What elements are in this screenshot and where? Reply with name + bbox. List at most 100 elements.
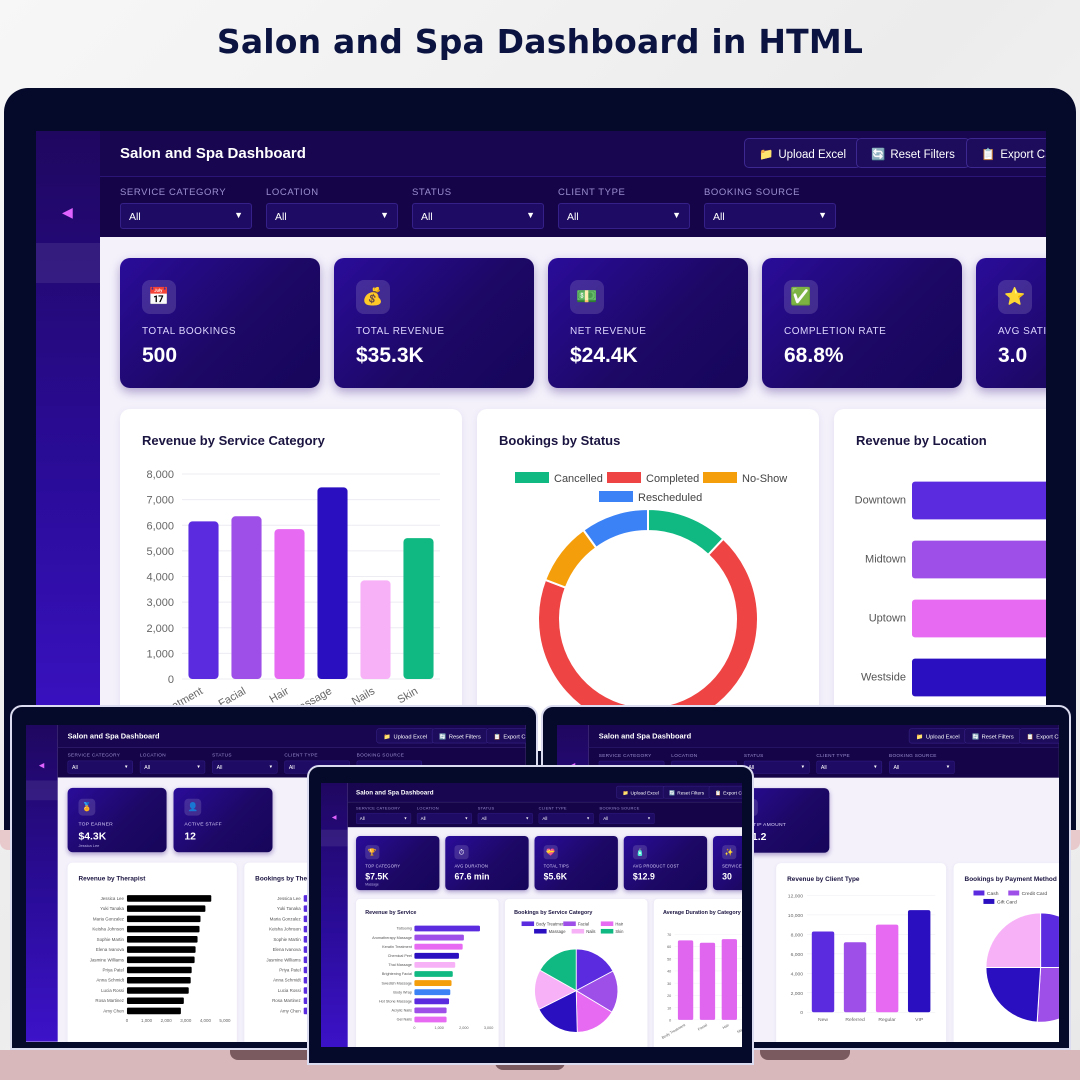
- filter-select[interactable]: All ▼: [266, 203, 398, 229]
- filter-select[interactable]: All ▼: [416, 813, 472, 824]
- y-tick-label: Jessica Lee: [277, 896, 301, 901]
- filter-select[interactable]: All ▼: [212, 760, 278, 774]
- chart-card: Bookings by Service Category Body Treatme…: [504, 898, 648, 1047]
- filter-select[interactable]: All ▼: [704, 203, 836, 229]
- legend-swatch: [983, 898, 995, 904]
- laptop-screen: ◀ Salon and Spa Dashboard 📁 Upload Excel 🔄 Re…: [36, 131, 1046, 751]
- collapse-arrow-icon[interactable]: ◀: [331, 813, 337, 821]
- reset-filters-button[interactable]: 🔄 Reset Filters: [964, 728, 1022, 744]
- bar: [414, 1007, 447, 1014]
- bar: [414, 934, 464, 941]
- bar: [126, 987, 189, 994]
- upload-excel-button[interactable]: 📁 Upload Excel: [744, 138, 862, 168]
- services-icon: ✨: [722, 845, 737, 860]
- legend-label: Facial: [578, 922, 589, 927]
- center-laptop-frame: ◀ Salon and Spa Dashboard 📁 Upload Excel 🔄 Re…: [307, 765, 754, 1065]
- calendar-icon: 📅: [142, 280, 176, 314]
- bar: [811, 931, 835, 1013]
- upload-excel-button[interactable]: 📁 Upload Excel: [908, 728, 968, 744]
- top-bar: Salon and Spa Dashboard 📁 Upload Excel 🔄 Res…: [100, 131, 1046, 177]
- reset-filters-button[interactable]: 🔄 Reset Filters: [431, 728, 489, 744]
- y-tick-label: 1,000: [146, 648, 174, 660]
- y-tick-label: Yuki Tanaka: [277, 906, 301, 911]
- sidebar-active-item[interactable]: [26, 780, 58, 801]
- horizontal-bar-chart: Tattooing Aromatherapy Massage Keratin Tre…: [372, 925, 493, 1030]
- bar: [414, 971, 453, 977]
- donut-chart: Cancelled Completed No-Show Rescheduled: [515, 472, 787, 730]
- horizontal-bar-chart: Jessica Lee Yuki Tanaka Maria Gonzalez Keis…: [90, 895, 231, 1023]
- x-tick-label: 3,000: [180, 1018, 192, 1023]
- export-csv-button[interactable]: 📋Export CSV: [966, 138, 1046, 168]
- filter-select[interactable]: All ▼: [477, 813, 533, 824]
- button-label: Export CSV: [1036, 733, 1059, 740]
- collapse-arrow-icon[interactable]: ◀: [38, 761, 45, 770]
- sidebar-active-item[interactable]: [321, 829, 348, 847]
- chart-card: Revenue by Therapist Jessica Lee Yuki Tana…: [67, 862, 237, 1042]
- x-tick-label: Regular: [878, 1017, 896, 1023]
- clipboard-icon: 📋: [1026, 733, 1034, 740]
- button-label: Upload Excel: [630, 790, 659, 796]
- horizontal-bar-chart: Downtown Midtown Uptown Westside: [855, 481, 1046, 697]
- filter-select[interactable]: All ▼: [816, 760, 883, 774]
- kpi-value: 12: [184, 830, 196, 842]
- kpi-value: $24.4K: [570, 344, 638, 367]
- filter-select[interactable]: All ▼: [412, 203, 544, 229]
- chart-title: Bookings by Payment Method: [964, 875, 1057, 883]
- button-label: Export CSV: [723, 790, 742, 796]
- filter-label: CLIENT TYPE: [538, 806, 567, 811]
- filter-select[interactable]: All ▼: [599, 813, 655, 824]
- y-tick-label: Chemical Peel: [388, 954, 412, 958]
- y-tick-label: 8,000: [146, 469, 174, 481]
- filter-select[interactable]: All ▼: [120, 203, 252, 229]
- y-tick-label: 8,000: [791, 932, 804, 938]
- kpi-card: 🧴 AVG PRODUCT COST $12.9: [623, 835, 708, 891]
- y-tick-label: 3,000: [146, 597, 174, 609]
- chart-card: Revenue by Client Type 0 2,000 4,000 6,000 8,…: [776, 863, 947, 1042]
- filter-select[interactable]: All ▼: [538, 813, 594, 824]
- filter-select[interactable]: All ▼: [67, 760, 133, 774]
- kpi-label: AVG DURATION: [454, 864, 489, 869]
- kpi-value: 30: [722, 871, 732, 882]
- reset-filters-button[interactable]: 🔄 Reset Filters: [662, 785, 711, 799]
- y-tick-label: Maria Gonzalez: [93, 916, 124, 921]
- legend-label: Cancelled: [554, 473, 603, 485]
- filter-value: All: [216, 764, 223, 771]
- filter-booking-source: BOOKING SOURCE All ▼: [888, 753, 955, 774]
- legend-label: Nails: [586, 929, 595, 934]
- x-tick-label: 4,000: [200, 1018, 212, 1023]
- filter-label: STATUS: [212, 752, 232, 759]
- export-csv-button[interactable]: 📋Export CSV: [1019, 728, 1059, 744]
- filter-select[interactable]: All ▼: [139, 760, 206, 774]
- filter-service-category: SERVICE CATEGORY All ▼: [356, 806, 412, 824]
- bar: [677, 940, 694, 1020]
- bar: [126, 915, 201, 923]
- export-csv-button[interactable]: 📋Export CSV: [708, 785, 742, 799]
- chart-card: Bookings by Status Cancelled Completed No-S…: [477, 409, 819, 751]
- pie-slice: [1036, 967, 1059, 1023]
- legend-swatch: [534, 928, 547, 934]
- filter-select[interactable]: All ▼: [888, 760, 955, 774]
- kpi-label: AVG PRODUCT COST: [632, 864, 680, 869]
- filter-select[interactable]: All ▼: [356, 813, 412, 824]
- reset-filters-button[interactable]: 🔄 Reset Filters: [856, 138, 970, 168]
- filter-label: SERVICE CATEGORY: [356, 806, 401, 811]
- filter-select[interactable]: All ▼: [558, 203, 690, 229]
- kpi-card: 👤 ACTIVE STAFF 12: [173, 787, 273, 853]
- y-tick-label: Rosa Martinez: [95, 998, 124, 1003]
- bar: [414, 998, 450, 1005]
- legend-swatch: [563, 921, 576, 927]
- y-tick-label: Amy Chen: [280, 1008, 301, 1013]
- export-csv-button[interactable]: 📋Export CSV: [486, 728, 526, 744]
- center-laptop-screen: ◀ Salon and Spa Dashboard 📁 Upload Excel 🔄 Re…: [321, 783, 742, 1047]
- sidebar-active-item[interactable]: [36, 243, 100, 283]
- upload-excel-button[interactable]: 📁 Upload Excel: [616, 785, 666, 799]
- bar: [414, 989, 451, 996]
- x-tick-label: VIP: [915, 1017, 924, 1023]
- y-tick-label: Anna Schmidt: [273, 978, 301, 983]
- collapse-arrow-icon[interactable]: ◀: [62, 204, 73, 220]
- filter-value: All: [359, 816, 365, 822]
- upload-excel-button[interactable]: 📁 Upload Excel: [376, 728, 435, 744]
- button-label: Export CSV: [1000, 149, 1046, 161]
- kpi-label: TOP EARNER: [78, 821, 113, 827]
- filter-select[interactable]: All ▼: [743, 760, 810, 774]
